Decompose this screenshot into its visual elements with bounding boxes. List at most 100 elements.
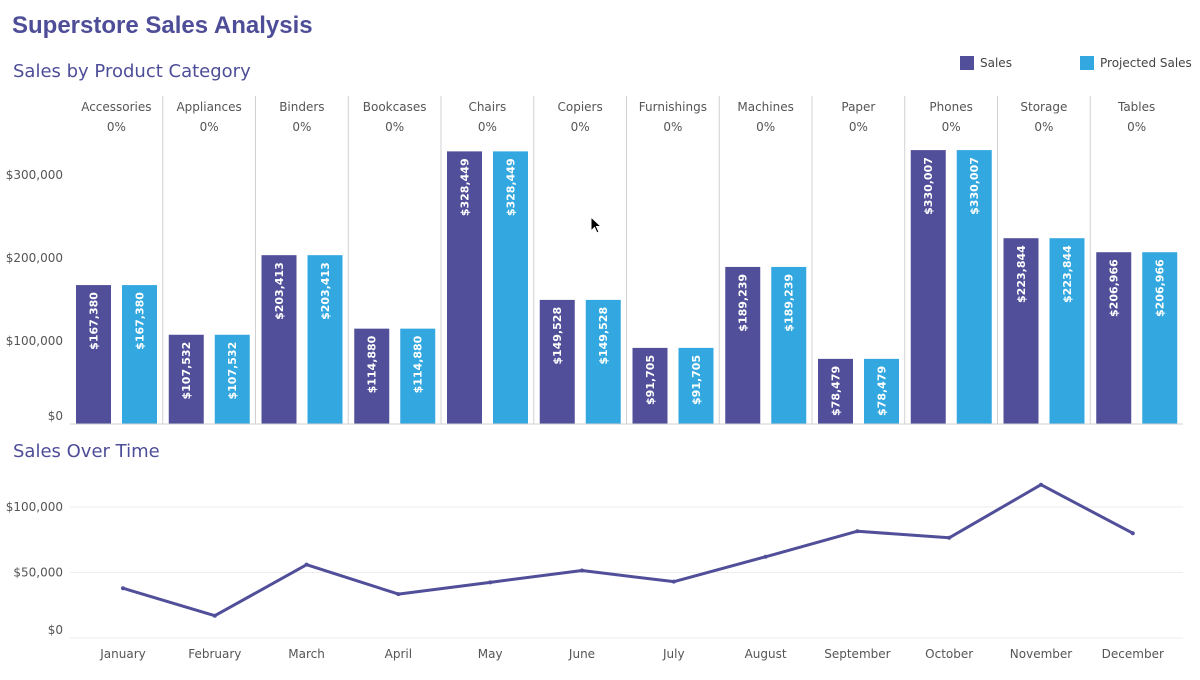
category-header-label: Storage <box>1020 100 1067 114</box>
bar-data-label: $206,966 <box>1154 259 1167 317</box>
sales-line-point[interactable] <box>855 529 860 534</box>
sales-bar[interactable] <box>76 285 111 424</box>
bar-data-label: $330,007 <box>922 157 935 215</box>
sales-bar[interactable] <box>818 358 853 424</box>
bar-data-label: $328,449 <box>459 158 472 216</box>
legend-item-projected-sales[interactable]: Projected Sales <box>1080 56 1192 70</box>
projected-sales-bar[interactable] <box>585 299 621 424</box>
category-header-label: Accessories <box>81 100 151 114</box>
bar-data-label: $149,528 <box>597 307 610 365</box>
sales-bar[interactable] <box>725 266 761 424</box>
legend-item-sales[interactable]: Sales <box>960 56 1080 70</box>
sales-line-point[interactable] <box>763 554 768 559</box>
projected-sales-bar[interactable] <box>400 328 436 424</box>
bar-data-label: $328,449 <box>505 158 518 216</box>
bar-data-label: $167,380 <box>88 292 101 350</box>
line-x-tick-label: November <box>1010 647 1072 661</box>
projected-sales-bar[interactable] <box>678 347 714 424</box>
chart-legend: Sales Projected Sales <box>960 56 1192 70</box>
bar-data-label: $189,239 <box>737 274 750 332</box>
bar-data-label: $203,413 <box>319 262 332 320</box>
bar-data-label: $107,532 <box>180 342 193 400</box>
bar-data-label: $114,880 <box>366 335 379 393</box>
sales-bar[interactable] <box>1003 238 1039 424</box>
line-x-tick-label: February <box>188 647 241 661</box>
category-header-label: Copiers <box>558 100 603 114</box>
bar-data-label: $203,413 <box>273 262 286 320</box>
projected-sales-bar[interactable] <box>864 358 899 424</box>
line-x-tick-label: March <box>288 647 325 661</box>
bar-data-label: $78,479 <box>830 366 843 416</box>
sales-line-point[interactable] <box>671 579 676 584</box>
line-x-tick-label: June <box>568 647 595 661</box>
projected-sales-bar[interactable] <box>493 151 528 424</box>
line-y-tick-label: $100,000 <box>6 500 63 514</box>
category-percent-label: 0% <box>942 120 961 134</box>
sales-bar[interactable] <box>539 299 575 424</box>
line-x-tick-label: October <box>925 647 973 661</box>
category-header-label: Bookcases <box>363 100 427 114</box>
line-y-tick-label: $0 <box>48 623 63 637</box>
sales-bar[interactable] <box>261 255 297 424</box>
bar-data-label: $91,705 <box>644 355 657 405</box>
sales-line-point[interactable] <box>488 580 493 585</box>
line-x-tick-label: January <box>99 647 146 661</box>
bar-data-label: $91,705 <box>690 355 703 405</box>
projected-sales-bar[interactable] <box>956 150 992 425</box>
line-x-tick-label: July <box>662 647 685 661</box>
category-header-label: Appliances <box>176 100 241 114</box>
bar-data-label: $167,380 <box>134 292 147 350</box>
legend-swatch-sales <box>960 56 974 70</box>
bar-chart-title: Sales by Product Category <box>13 61 251 82</box>
line-chart-title: Sales Over Time <box>13 441 160 462</box>
sales-line-point[interactable] <box>580 568 584 573</box>
category-percent-label: 0% <box>1127 120 1146 134</box>
category-percent-label: 0% <box>849 120 868 134</box>
sales-line-point[interactable] <box>304 562 309 567</box>
sales-line-point[interactable] <box>1039 482 1043 487</box>
legend-label-sales: Sales <box>980 56 1012 70</box>
category-percent-label: 0% <box>385 120 404 134</box>
sales-bar[interactable] <box>168 334 204 424</box>
sales-line-point[interactable] <box>947 535 952 540</box>
category-percent-label: 0% <box>663 120 682 134</box>
sales-bar[interactable] <box>1096 252 1132 424</box>
category-percent-label: 0% <box>1034 120 1053 134</box>
category-percent-label: 0% <box>756 120 775 134</box>
category-header-label: Chairs <box>468 100 506 114</box>
category-percent-label: 0% <box>292 120 311 134</box>
sales-line-point[interactable] <box>121 586 125 591</box>
projected-sales-bar[interactable] <box>214 334 250 424</box>
sales-bar[interactable] <box>632 347 668 424</box>
bar-data-label: $149,528 <box>551 307 564 365</box>
line-x-tick-label: May <box>478 647 503 661</box>
bar-data-label: $189,239 <box>783 274 796 332</box>
sales-line-point[interactable] <box>212 613 217 618</box>
projected-sales-bar[interactable] <box>307 255 343 424</box>
sales-bar[interactable] <box>354 328 390 424</box>
category-header-label: Paper <box>841 100 875 114</box>
category-header-label: Tables <box>1117 100 1155 114</box>
sales-bar[interactable] <box>447 151 482 424</box>
bar-data-label: $223,844 <box>1061 245 1074 303</box>
category-percent-label: 0% <box>571 120 590 134</box>
dashboard-title: Superstore Sales Analysis <box>12 12 313 39</box>
projected-sales-bar[interactable] <box>122 285 157 424</box>
bar-data-label: $78,479 <box>876 366 889 416</box>
projected-sales-bar[interactable] <box>1049 238 1085 424</box>
bar-chart: $0 $100,000 $200,000 $300,000 Accessories 0% $… <box>6 96 1183 425</box>
projected-sales-bar[interactable] <box>771 266 807 424</box>
bar-data-label: $206,966 <box>1108 259 1121 317</box>
bar-data-label: $107,532 <box>226 342 239 400</box>
projected-sales-bar[interactable] <box>1142 252 1178 424</box>
bar-y-tick-label: $100,000 <box>6 334 63 348</box>
sales-line-point[interactable] <box>396 592 401 597</box>
bar-data-label: $114,880 <box>412 335 425 393</box>
category-header-label: Binders <box>279 100 324 114</box>
sales-line-point[interactable] <box>1130 531 1135 536</box>
sales-line[interactable] <box>122 483 1134 618</box>
legend-label-projected-sales: Projected Sales <box>1100 56 1192 70</box>
sales-bar[interactable] <box>910 150 946 425</box>
line-x-tick-label: December <box>1102 647 1164 661</box>
bar-y-tick-label: $300,000 <box>6 168 63 182</box>
